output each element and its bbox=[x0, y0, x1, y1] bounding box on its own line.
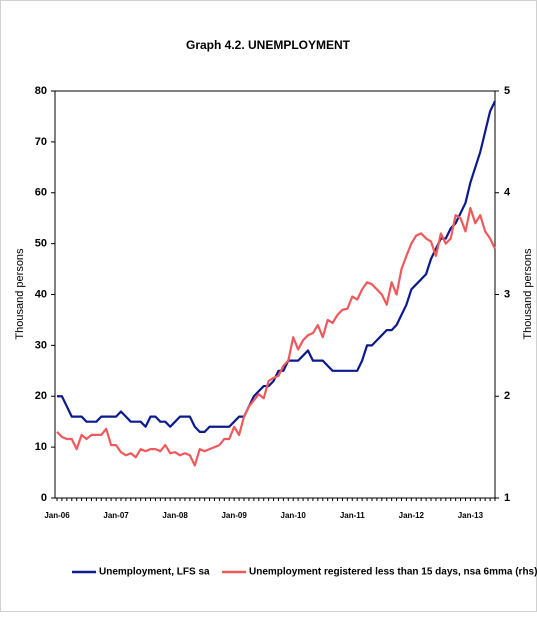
y-tick-label: 50 bbox=[35, 238, 47, 250]
y2-tick-label: 5 bbox=[504, 85, 510, 97]
series-line bbox=[56, 206, 496, 467]
x-tick-label: Jan-10 bbox=[281, 511, 307, 520]
x-tick-label: Jan-06 bbox=[44, 511, 70, 520]
y2-axis-label: Thousand persons bbox=[522, 248, 534, 340]
x-tick-label: Jan-12 bbox=[399, 511, 425, 520]
y2-tick-label: 2 bbox=[504, 390, 510, 402]
y-tick-label: 10 bbox=[35, 441, 47, 453]
y2-tick-label: 4 bbox=[504, 187, 511, 199]
y-tick-label: 40 bbox=[35, 288, 47, 300]
y2-tick-label: 1 bbox=[504, 492, 510, 504]
x-tick-label: Jan-13 bbox=[458, 511, 484, 520]
y-tick-label: 0 bbox=[41, 492, 47, 504]
chart-title: Graph 4.2. UNEMPLOYMENT bbox=[186, 38, 351, 52]
y-tick-label: 70 bbox=[35, 136, 47, 148]
x-tick-label: Jan-08 bbox=[162, 511, 188, 520]
legend-label: Unemployment, LFS sa bbox=[99, 567, 210, 578]
x-tick-label: Jan-09 bbox=[221, 511, 247, 520]
y-tick-label: 30 bbox=[35, 339, 47, 351]
x-tick-label: Jan-07 bbox=[103, 511, 129, 520]
y-tick-label: 20 bbox=[35, 390, 47, 402]
y-tick-label: 80 bbox=[35, 85, 47, 97]
y-axis-label: Thousand persons bbox=[14, 248, 26, 340]
y-tick-label: 60 bbox=[35, 187, 47, 199]
x-tick-label: Jan-11 bbox=[340, 511, 365, 520]
legend-label: Unemployment registered less than 15 day… bbox=[249, 567, 537, 578]
y2-tick-label: 3 bbox=[504, 288, 510, 300]
